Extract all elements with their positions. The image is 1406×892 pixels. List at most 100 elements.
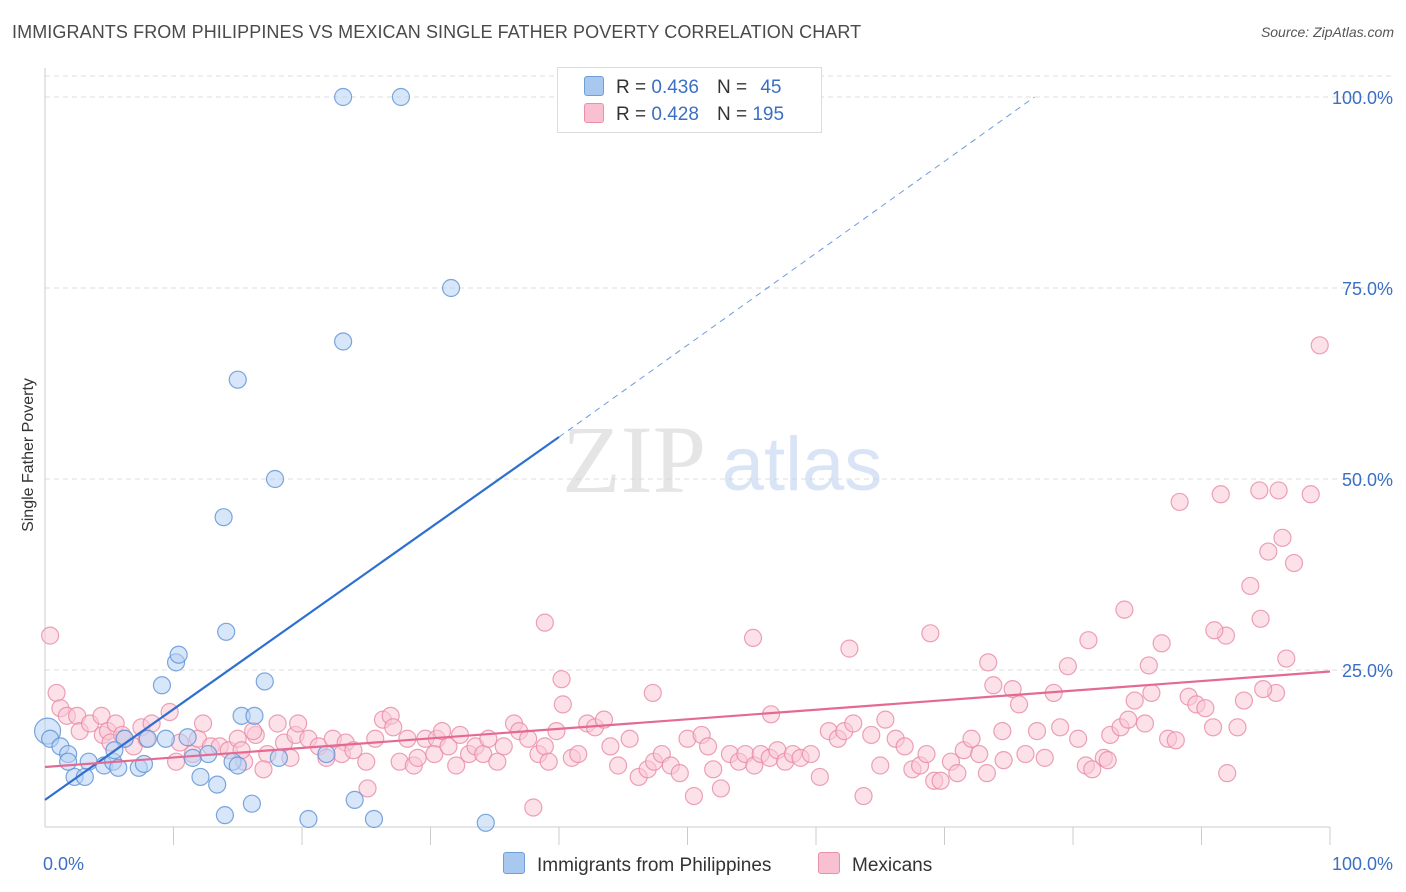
legend-n-label: N = <box>716 77 748 98</box>
point-mexican <box>268 714 287 733</box>
point-mexican <box>1203 718 1223 737</box>
point-philippines <box>265 469 285 489</box>
legend-row-mexicans: R = 0.428 N = 195 <box>584 103 784 125</box>
point-mexican <box>254 760 273 779</box>
point-mexican <box>801 744 820 764</box>
point-mexican <box>357 752 376 771</box>
points-layer <box>33 87 1329 832</box>
point-mexican <box>488 752 507 771</box>
y-tick-label: 100.0% <box>1332 88 1393 108</box>
point-mexican <box>1301 485 1320 504</box>
point-mexican <box>289 714 308 733</box>
point-mexican <box>594 710 614 729</box>
series-legend: Immigrants from Philippines Mexicans <box>0 852 1406 878</box>
point-mexican <box>569 744 588 764</box>
point-mexican <box>1170 492 1189 512</box>
point-mexican <box>1009 695 1029 714</box>
point-philippines <box>228 756 247 775</box>
point-mexican <box>425 744 444 764</box>
point-philippines <box>79 752 98 771</box>
point-mexican <box>931 771 950 790</box>
point-mexican <box>1119 710 1138 729</box>
watermark-zip: ZIP <box>562 406 706 513</box>
legend-row-philippines: R = 0.436 N = 45 <box>584 76 781 98</box>
point-mexican <box>1273 528 1292 547</box>
point-mexican <box>643 683 662 703</box>
point-mexican <box>970 744 989 764</box>
point-mexican <box>553 695 572 714</box>
point-mexican <box>921 624 940 643</box>
legend-swatch-mexicans <box>818 852 840 874</box>
point-mexican <box>519 729 538 748</box>
point-philippines <box>109 758 128 777</box>
point-philippines <box>317 744 336 764</box>
point-mexican <box>1259 542 1278 561</box>
point-mexican <box>1098 751 1117 770</box>
point-philippines <box>345 790 364 809</box>
point-mexican <box>1228 718 1247 737</box>
y-tick-label: 75.0% <box>1342 279 1393 299</box>
point-philippines <box>255 672 274 691</box>
y-tick-label: 50.0% <box>1342 470 1393 490</box>
legend-item-mexicans[interactable]: Mexicans <box>818 852 932 877</box>
legend-n-label: N = <box>716 104 748 125</box>
chart-source: Source: ZipAtlas.com <box>1260 24 1394 40</box>
legend-n-value: 195 <box>752 104 785 125</box>
point-mexican <box>917 744 936 764</box>
point-philippines <box>269 748 288 767</box>
legend-r-value: 0.436 <box>651 77 699 98</box>
legend-r-label: R = <box>616 77 647 98</box>
legend-n-value: 45 <box>760 77 782 98</box>
axis-layer <box>44 68 1331 845</box>
point-philippines <box>364 809 384 829</box>
point-mexican <box>432 722 452 741</box>
point-mexican <box>358 779 377 798</box>
point-mexican <box>698 737 718 756</box>
point-mexican <box>547 722 566 741</box>
point-philippines <box>178 728 197 747</box>
point-mexican <box>1254 679 1273 699</box>
trend-layer <box>44 96 1331 801</box>
point-philippines <box>169 645 188 664</box>
point-mexican <box>1196 699 1215 718</box>
point-mexican <box>1069 729 1088 748</box>
legend-item-philippines[interactable]: Immigrants from Philippines <box>503 852 771 877</box>
point-mexican <box>244 722 263 741</box>
point-mexican <box>344 741 363 760</box>
point-mexican <box>609 756 628 775</box>
y-tick-label: 25.0% <box>1342 661 1393 681</box>
point-philippines <box>441 278 461 298</box>
point-mexican <box>1152 634 1171 653</box>
point-mexican <box>844 714 863 733</box>
point-mexican <box>166 752 186 771</box>
point-mexican <box>1058 657 1077 676</box>
point-mexican <box>1277 649 1296 668</box>
x-tick-label: 0.0% <box>43 854 84 874</box>
point-philippines <box>152 676 172 695</box>
point-mexican <box>979 653 998 672</box>
point-mexican <box>1003 679 1022 699</box>
point-mexican <box>743 628 763 648</box>
point-mexican <box>993 722 1012 741</box>
point-philippines <box>242 794 261 813</box>
point-philippines <box>299 809 318 829</box>
legend-swatch-philippines <box>584 76 604 96</box>
correlation-legend: R = 0.436 N = 45 R = 0.428 N = 195 <box>557 67 822 133</box>
point-mexican <box>684 786 704 806</box>
point-mexican <box>704 760 723 779</box>
trend-line-philippines-extension <box>558 96 1035 438</box>
point-mexican <box>840 639 859 658</box>
legend-label-philippines: Immigrants from Philippines <box>537 855 772 876</box>
legend-swatch-philippines <box>503 852 525 874</box>
point-mexican <box>1016 744 1035 764</box>
point-mexican <box>1284 553 1304 573</box>
chart-title: IMMIGRANTS FROM PHILIPPINES VS MEXICAN S… <box>12 22 862 42</box>
point-philippines <box>214 508 233 527</box>
point-mexican <box>854 786 873 806</box>
point-mexican <box>41 626 60 645</box>
point-mexican <box>977 764 997 783</box>
point-philippines <box>334 87 353 107</box>
point-mexican <box>539 752 558 771</box>
grid-layer <box>45 75 1395 671</box>
point-philippines <box>183 748 202 767</box>
